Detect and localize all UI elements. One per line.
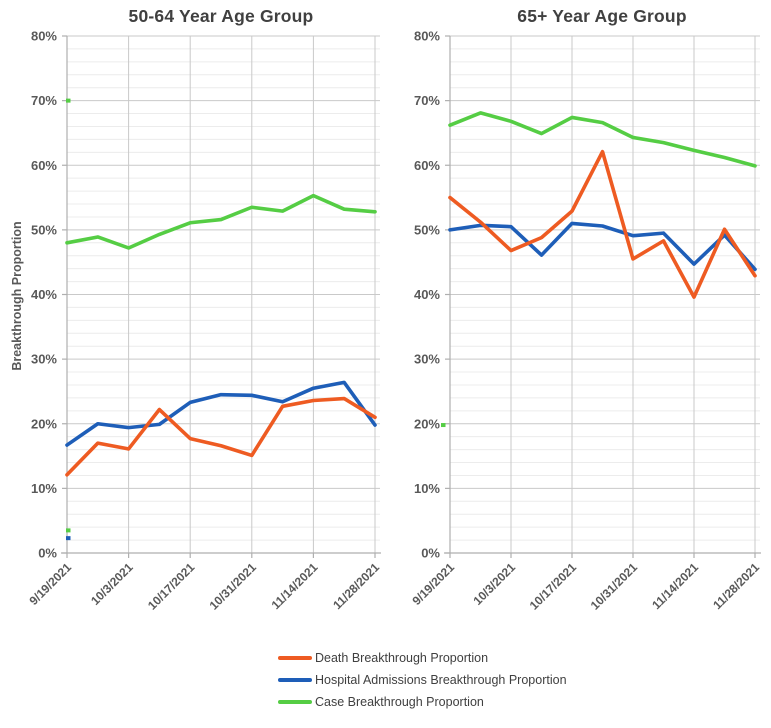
x-tick-label: 10/31/2021 — [588, 560, 641, 613]
death-breakthrough-proportion-line — [448, 149, 757, 299]
right-chart-title: 65+ Year Age Group — [517, 6, 687, 26]
legend: Death Breakthrough Proportion Hospital A… — [278, 650, 567, 709]
chart-50-64: 0% 10% 20% 30% 40% 50% 60% 70% 80% 9/19/2021 10/3/… — [26, 29, 382, 613]
x-tick-label: 11/28/2021 — [330, 560, 382, 612]
y-tick-label: 40% — [31, 287, 57, 302]
legend-label: Death Breakthrough Proportion — [315, 650, 489, 665]
stray-edge-mark — [66, 98, 71, 103]
x-tick-label: 11/28/2021 — [710, 560, 762, 612]
y-tick-label: 50% — [31, 222, 57, 237]
y-tick-label: 10% — [31, 481, 57, 496]
y-tick-label: 80% — [31, 29, 57, 44]
x-tick-label: 11/14/2021 — [649, 560, 701, 612]
y-tick-label: 20% — [414, 416, 440, 431]
y-axis-title: Breakthrough Proportion — [10, 221, 24, 371]
stray-edge-mark — [441, 423, 446, 428]
hospital-line-swatch — [278, 677, 312, 682]
x-tick-label: 10/3/2021 — [470, 560, 518, 608]
x-tick-label: 9/19/2021 — [409, 560, 457, 608]
y-tick-label: 0% — [38, 546, 57, 561]
legend-item-hospital: Hospital Admissions Breakthrough Proport… — [278, 672, 567, 687]
legend-label: Hospital Admissions Breakthrough Proport… — [315, 672, 567, 687]
death-breakthrough-proportion-line — [65, 396, 377, 477]
y-tick-label: 20% — [31, 416, 57, 431]
y-tick-label: 60% — [414, 158, 440, 173]
case-breakthrough-proportion-line — [448, 111, 757, 168]
y-tick-label: 0% — [421, 546, 440, 561]
stray-edge-mark — [66, 536, 71, 541]
y-tick-label: 10% — [414, 481, 440, 496]
legend-label: Case Breakthrough Proportion — [315, 694, 484, 709]
hospital-admissions-breakthrough-proportion-line — [65, 380, 377, 447]
case-line-swatch — [278, 699, 312, 704]
stray-edge-mark — [66, 528, 71, 533]
death-line-swatch — [278, 655, 312, 660]
hospital-admissions-breakthrough-proportion-line — [448, 221, 757, 272]
y-tick-label: 60% — [31, 158, 57, 173]
legend-item-death: Death Breakthrough Proportion — [278, 650, 567, 665]
left-chart-title: 50-64 Year Age Group — [128, 6, 314, 26]
y-tick-label: 40% — [414, 287, 440, 302]
y-tick-label: 70% — [414, 93, 440, 108]
y-tick-label: 50% — [414, 222, 440, 237]
case-breakthrough-proportion-line — [65, 193, 377, 250]
x-tick-label: 10/17/2021 — [145, 560, 198, 613]
y-tick-label: 30% — [31, 352, 57, 367]
x-tick-label: 10/17/2021 — [527, 560, 580, 613]
x-tick-label: 9/19/2021 — [26, 560, 74, 608]
chart-65-plus: 0% 10% 20% 30% 40% 50% 60% 70% 80% 9/19/2021 10/3/… — [409, 29, 762, 613]
legend-item-case: Case Breakthrough Proportion — [278, 694, 567, 709]
y-tick-label: 70% — [31, 93, 57, 108]
y-tick-label: 80% — [414, 29, 440, 44]
x-tick-label: 11/14/2021 — [269, 560, 321, 612]
y-tick-label: 30% — [414, 352, 440, 367]
x-tick-label: 10/3/2021 — [88, 560, 136, 608]
x-tick-label: 10/31/2021 — [207, 560, 260, 613]
